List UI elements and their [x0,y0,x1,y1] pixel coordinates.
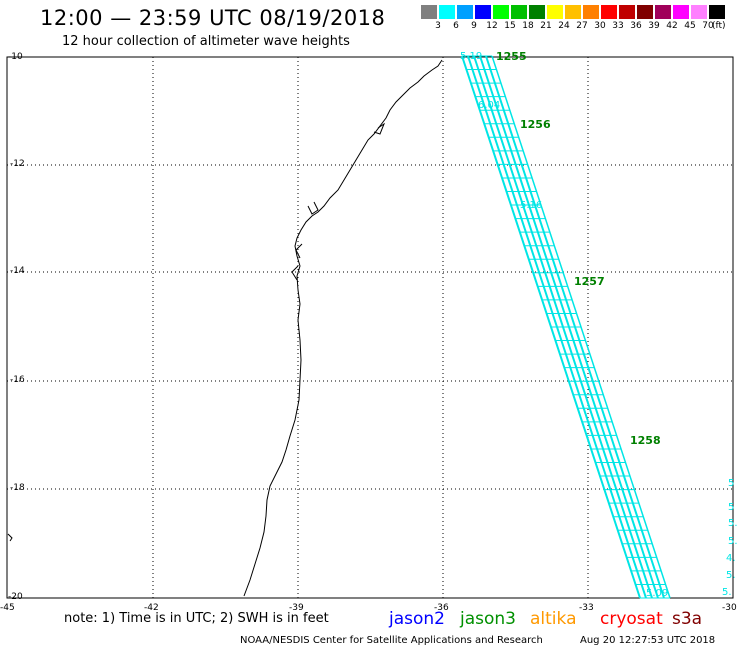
track-value: 5.16 [520,200,543,211]
scale-swatch [565,5,581,19]
edge-track-value: 5. [728,518,738,529]
satellite-legend-altika: altika [530,609,577,629]
scale-label: 6 [453,21,459,31]
lon-label: -45 [0,603,15,613]
track-value: 5.09 [646,588,669,599]
scale-label: 3 [435,21,441,31]
island [7,533,13,542]
scale-swatch [547,5,563,19]
scale-label: 33 [612,21,624,31]
scale-label: 15 [504,21,516,31]
scale-swatch [493,5,509,19]
graticule [7,57,733,598]
lat-label: -14 [10,266,25,276]
scale-swatch [439,5,455,19]
track-value-marks [462,55,670,599]
scale-swatch [475,5,491,19]
scale-label: 21 [540,21,552,31]
satellite-legend-s3a: s3a [672,609,703,629]
track-value: 6.04 [478,100,501,111]
scale-swatch [511,5,527,19]
scale-swatch [673,5,689,19]
lat-label: -18 [10,483,25,493]
scale-swatch [655,5,671,19]
edge-track-value: 5. [726,570,736,581]
scale-swatch [619,5,635,19]
lat-label: -12 [10,159,25,169]
lon-label: -39 [289,603,304,613]
scale-swatch [637,5,653,19]
lat-label: -20 [8,592,23,602]
lat-label: -10 [8,52,23,62]
scale-swatch [709,5,725,19]
satellite-legend-jason3: jason3 [460,609,516,629]
scale-label: 30 [594,21,606,31]
edge-track-value: 5. [728,536,738,547]
scale-label: 9 [471,21,477,31]
scale-swatch [421,5,437,19]
scale-swatch [583,5,599,19]
scale-label: 42 [666,21,678,31]
scale-unit-label: (ft) [712,21,726,31]
lon-label: -36 [434,603,449,613]
credit-line: NOAA/NESDIS Center for Satellite Applica… [240,635,543,646]
edge-track-value: 5 [728,478,735,489]
generated-timestamp: Aug 20 12:27:53 UTC 2018 [580,635,716,646]
scale-label: 24 [558,21,570,31]
scale-swatch [691,5,707,19]
pass-time-label: 1257 [574,275,605,288]
lon-label: -33 [579,603,594,613]
map-frame [6,56,734,599]
edge-track-value: 5 [728,502,735,513]
satellite-legend-cryosat: cryosat [600,609,663,629]
scale-swatch [457,5,473,19]
map-subtitle: 12 hour collection of altimeter wave hei… [62,34,350,49]
footnote: note: 1) Time is in UTC; 2) SWH is in fe… [64,611,329,626]
scale-label: 27 [576,21,588,31]
scale-label: 12 [486,21,498,31]
map-title: 12:00 — 23:59 UTC 08/19/2018 [40,6,386,30]
lon-label: -30 [722,603,737,613]
coastline [243,59,443,597]
pass-time-label: 1255 [496,50,527,63]
scale-label: 36 [630,21,642,31]
coastline-bay [291,122,386,281]
edge-track-value: 5. [722,587,732,598]
edge-track-value: 4. [726,553,736,564]
scale-label: 39 [648,21,660,31]
scale-label: 70 [702,21,714,31]
lat-label: -16 [10,375,25,385]
pass-time-label: 1256 [520,118,551,131]
scale-swatch [529,5,545,19]
scale-swatch [601,5,617,19]
track-value: 5.19 [460,51,483,62]
pass-time-label: 1258 [630,434,661,447]
scale-label: 45 [684,21,696,31]
scale-label: 18 [522,21,534,31]
lon-label: -42 [144,603,159,613]
satellite-legend-jason2: jason2 [389,609,445,629]
